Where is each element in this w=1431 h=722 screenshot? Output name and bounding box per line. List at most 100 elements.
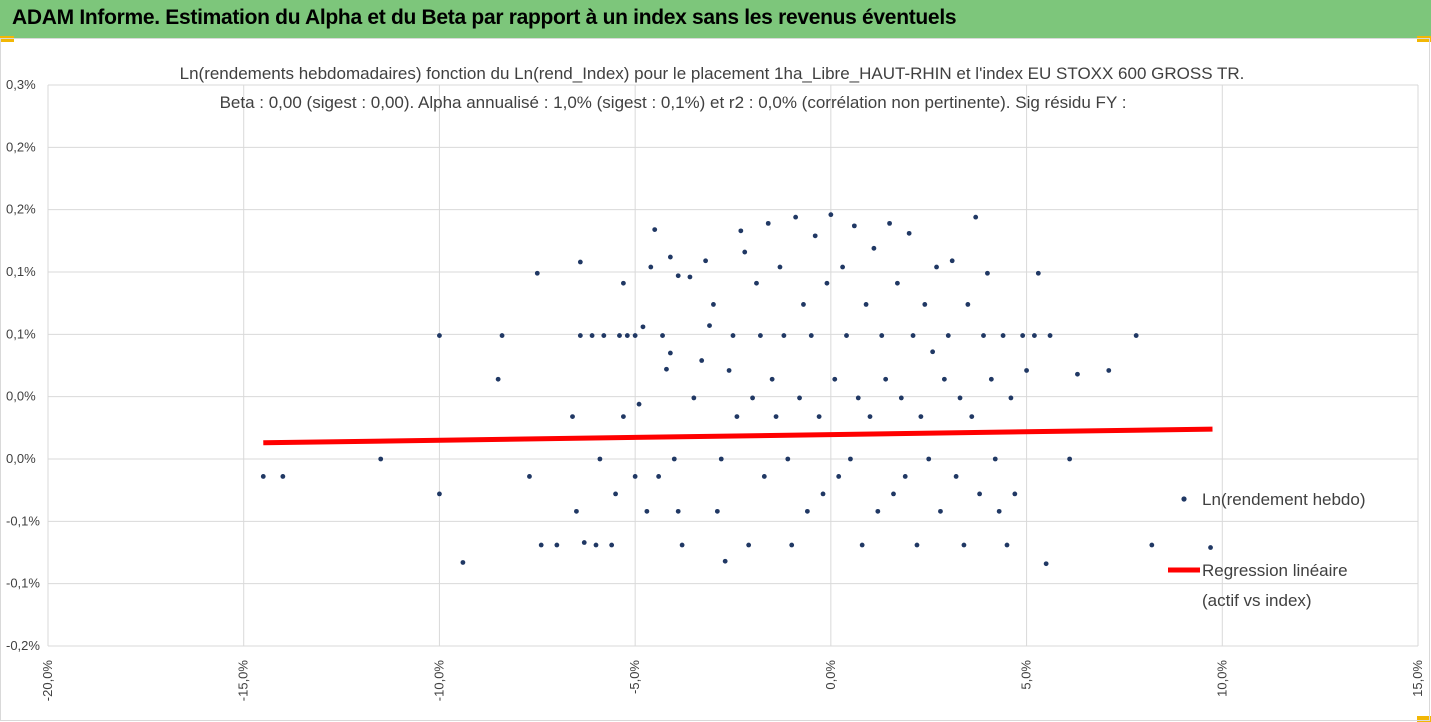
scatter-point <box>871 245 877 251</box>
y-tick-label: 0,2% <box>6 139 36 154</box>
y-tick-label: 0,1% <box>6 264 36 279</box>
scatter-point <box>660 333 665 338</box>
scatter-point <box>718 456 724 462</box>
scatter-point <box>844 333 849 338</box>
x-tick-label: -15,0% <box>236 660 251 702</box>
scatter-point <box>667 350 673 356</box>
scatter-point <box>499 333 505 338</box>
scatter-point <box>734 414 740 420</box>
scatter-point <box>981 333 986 338</box>
legend-label-regression-line1: Regression linéaire <box>1202 561 1348 580</box>
scatter-point <box>574 508 579 514</box>
chart-subtitle: Beta : 0,00 (sigest : 0,00). Alpha annua… <box>220 93 1127 112</box>
gridlines <box>47 84 1419 647</box>
y-tick-label: -0,1% <box>6 513 40 528</box>
scatter-point <box>867 414 873 420</box>
y-axis-ticks: 0,3% 0,2% 0,2% 0,1% 0,1% 0,0% 0,0% -0,1% -0,1% -0… <box>6 77 40 653</box>
scatter-point <box>699 358 705 363</box>
scatter-point <box>969 414 975 420</box>
scatter-point <box>773 414 779 420</box>
x-tick-label: -5,0% <box>627 660 642 694</box>
scatter-point <box>730 333 736 338</box>
scatter-point <box>934 264 939 270</box>
scatter-point <box>840 264 845 270</box>
scatter-point <box>534 270 540 276</box>
scatter-point <box>918 414 924 420</box>
scatter-point <box>922 302 928 307</box>
scatter-point <box>593 542 599 548</box>
scatter-point <box>280 474 286 479</box>
scatter-point <box>679 542 685 548</box>
scatter-point <box>785 456 791 462</box>
scatter-point <box>754 280 759 286</box>
scatter-point <box>621 414 626 420</box>
scatter-point <box>597 456 603 462</box>
scatter-point <box>722 558 728 564</box>
scatter-point <box>977 491 982 497</box>
scatter-point <box>1208 545 1213 550</box>
scatter-point <box>887 220 892 226</box>
scatter-point <box>863 302 869 307</box>
scatter-point <box>527 474 532 479</box>
scatter-point <box>577 333 583 338</box>
scatter-point <box>820 491 826 497</box>
y-tick-label: 0,0% <box>6 389 36 404</box>
scatter-point <box>691 395 697 401</box>
scatter-point <box>808 333 814 338</box>
scatter-point <box>945 333 951 338</box>
corner-accent-top-left <box>0 36 14 42</box>
scatter-point <box>793 214 799 220</box>
scatter-point <box>260 474 266 479</box>
scatter-point <box>703 258 708 264</box>
scatter-point <box>437 333 442 338</box>
scatter-point <box>495 376 501 382</box>
scatter-point <box>1004 542 1010 548</box>
scatter-point <box>1067 456 1073 462</box>
scatter-point <box>636 401 642 407</box>
scatter-point <box>538 542 544 548</box>
scatter-point <box>895 280 900 286</box>
scatter-point <box>664 366 669 372</box>
scatter-point <box>957 395 963 401</box>
scatter-point <box>1106 368 1112 373</box>
scatter-point <box>554 542 560 548</box>
chart-title: Ln(rendements hebdomadaires) fonction du… <box>180 64 1245 83</box>
scatter-point <box>687 274 693 280</box>
scatter-point <box>617 333 622 338</box>
scatter-point <box>1024 368 1029 373</box>
scatter-point <box>996 508 1002 514</box>
scatter-point <box>581 540 587 545</box>
scatter-point <box>1008 395 1014 401</box>
scatter-point <box>570 414 575 420</box>
scatter-point <box>761 474 767 479</box>
scatter-point <box>667 254 673 260</box>
scatter-point <box>848 456 853 462</box>
scatter-point <box>961 542 967 548</box>
scatter-point <box>671 456 677 462</box>
scatter-point <box>707 323 712 329</box>
scatter-point <box>1047 333 1053 338</box>
scatter-point <box>675 273 681 279</box>
chart-frame <box>0 38 1430 721</box>
scatter-point <box>914 542 920 548</box>
scatter-point <box>1133 333 1139 338</box>
scatter-point <box>726 368 732 373</box>
scatter-point <box>714 508 720 514</box>
legend-marker-scatter <box>1181 496 1187 502</box>
scatter-point <box>906 230 912 236</box>
report-header: ADAM Informe. Estimation du Alpha et du … <box>0 0 1431 39</box>
corner-accent-top-right <box>1417 36 1431 42</box>
x-tick-label: 5,0% <box>1019 660 1034 690</box>
y-tick-label: -0,1% <box>6 576 40 591</box>
x-tick-label: 15,0% <box>1410 660 1425 697</box>
scatter-point <box>789 542 795 548</box>
scatter-point <box>781 333 787 338</box>
scatter-point <box>941 376 947 382</box>
scatter-point <box>832 376 838 382</box>
report-title: ADAM Informe. Estimation du Alpha et du … <box>12 6 957 29</box>
scatter-point <box>883 376 889 382</box>
scatter-point <box>1000 333 1006 338</box>
scatter-point <box>855 395 861 401</box>
scatter-point <box>891 491 896 497</box>
chart-legend: Ln(rendement hebdo) Regression linéaire … <box>1168 490 1366 610</box>
